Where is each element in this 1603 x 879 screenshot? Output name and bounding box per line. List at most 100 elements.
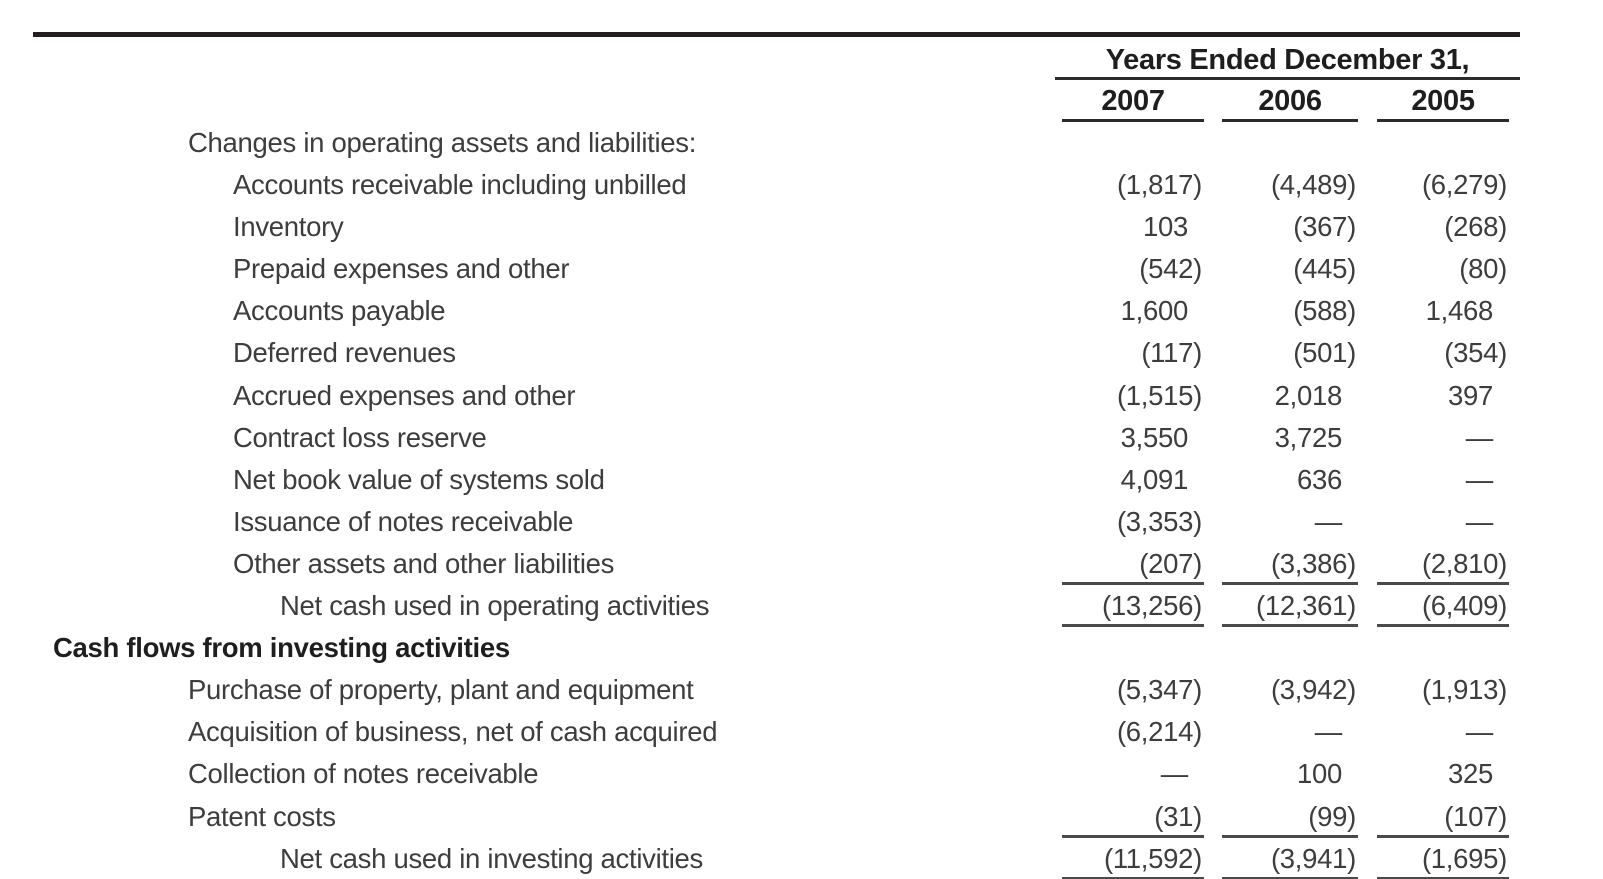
value-cell: 103: [1143, 211, 1188, 243]
value-cell: [1062, 122, 1204, 164]
year-column-underline: [1377, 119, 1509, 122]
table-row: Net cash used in operating activities (13…: [0, 585, 1603, 628]
row-label: Issuance of notes receivable: [233, 505, 574, 537]
row-label: Purchase of property, plant and equipmen…: [188, 674, 694, 706]
table-row: Net cash used in investing activities (11…: [0, 838, 1603, 879]
row-label: Acquisition of business, net of cash acq…: [188, 716, 718, 748]
table-row: Patent costs (31) (99) (107): [0, 796, 1603, 838]
value-cell: (80): [1459, 253, 1507, 285]
table-row: Collection of notes receivable — 100 325: [0, 753, 1603, 795]
period-header-underline: [1055, 77, 1520, 80]
table-row: Accrued expenses and other (1,515) 2,018 39…: [0, 375, 1603, 417]
value-cell: 636: [1297, 463, 1342, 495]
value-cell: (11,592): [1062, 838, 1204, 879]
row-label: Contract loss reserve: [233, 421, 487, 453]
row-label: Prepaid expenses and other: [233, 253, 570, 285]
table-row: Contract loss reserve 3,550 3,725 —: [0, 417, 1603, 459]
table-period-header: Years Ended December 31,: [1105, 44, 1470, 76]
row-label: Accrued expenses and other: [233, 379, 576, 411]
year-column-underline: [1222, 119, 1358, 122]
row-label: Deferred revenues: [233, 337, 456, 369]
row-label: Accounts receivable including unbilled: [233, 169, 687, 201]
value-cell: [1222, 627, 1358, 669]
value-cell: 397: [1448, 379, 1493, 411]
value-cell: (3,386): [1222, 543, 1358, 586]
row-label: Changes in operating assets and liabilit…: [188, 127, 697, 158]
year-column-label: 2007: [1101, 85, 1165, 117]
value-cell: —: [1314, 505, 1343, 537]
value-cell: —: [1465, 463, 1494, 495]
value-cell: (99): [1222, 796, 1358, 838]
value-cell: (354): [1444, 337, 1507, 369]
value-cell: (1,695): [1377, 838, 1509, 879]
value-cell: (268): [1444, 211, 1507, 243]
value-cell: [1377, 122, 1509, 164]
value-cell: (107): [1377, 796, 1509, 838]
value-cell: (5,347): [1116, 674, 1202, 706]
value-cell: 100: [1297, 758, 1342, 790]
value-cell: —: [1314, 716, 1343, 748]
value-cell: (1,913): [1421, 674, 1507, 706]
value-cell: (6,214): [1116, 716, 1202, 748]
row-label: Accounts payable: [233, 295, 446, 327]
row-label: Collection of notes receivable: [188, 758, 539, 790]
value-cell: —: [1465, 505, 1494, 537]
year-column-label: 2005: [1411, 85, 1475, 117]
table-row: Issuance of notes receivable (3,353) — —: [0, 501, 1603, 543]
year-column-underline: [1062, 119, 1204, 122]
row-label: Net cash used in operating activities: [280, 590, 710, 622]
row-label: Patent costs: [188, 800, 336, 832]
row-label: Net book value of systems sold: [233, 463, 605, 495]
table-body: Changes in operating assets and liabilit…: [0, 122, 1603, 879]
value-cell: 3,550: [1120, 421, 1189, 453]
value-cell: [1062, 627, 1204, 669]
table-top-rule: [33, 32, 1520, 37]
value-cell: (3,353): [1116, 505, 1202, 537]
table-row: Accounts payable 1,600 (588) 1,468: [0, 290, 1603, 332]
value-cell: —: [1465, 421, 1494, 453]
value-cell: —: [1160, 758, 1189, 790]
row-label: Inventory: [233, 211, 344, 243]
table-row: Net book value of systems sold 4,091 636 —: [0, 459, 1603, 501]
value-cell: 1,468: [1425, 295, 1494, 327]
table-row: Acquisition of business, net of cash acq…: [0, 711, 1603, 753]
row-label: Other assets and other liabilities: [233, 547, 615, 579]
value-cell: (3,942): [1270, 674, 1356, 706]
year-column-label: 2006: [1258, 85, 1322, 117]
table-row: Accounts receivable including unbilled (1…: [0, 164, 1603, 206]
value-cell: [1222, 122, 1358, 164]
value-cell: (542): [1139, 253, 1202, 285]
value-cell: (2,810): [1377, 543, 1509, 586]
value-cell: 4,091: [1120, 463, 1189, 495]
value-cell: [1377, 627, 1509, 669]
table-row: Inventory 103 (367) (268): [0, 206, 1603, 248]
value-cell: (13,256): [1062, 585, 1204, 628]
table-row: Prepaid expenses and other (542) (445) (80): [0, 248, 1603, 290]
value-cell: (4,489): [1270, 169, 1356, 201]
table-row: Changes in operating assets and liabilit…: [0, 122, 1603, 164]
value-cell: (588): [1293, 295, 1356, 327]
value-cell: (3,941): [1222, 838, 1358, 879]
section-header: Cash flows from investing activities: [53, 632, 510, 664]
value-cell: (367): [1293, 211, 1356, 243]
table-row: Deferred revenues (117) (501) (354): [0, 332, 1603, 374]
value-cell: (6,409): [1377, 585, 1509, 628]
value-cell: 3,725: [1274, 421, 1343, 453]
value-cell: (31): [1062, 796, 1204, 838]
row-label: Net cash used in investing activities: [280, 842, 704, 874]
value-cell: (445): [1293, 253, 1356, 285]
value-cell: 325: [1448, 758, 1493, 790]
value-cell: 2,018: [1274, 379, 1343, 411]
value-cell: (6,279): [1421, 169, 1507, 201]
table-row: Purchase of property, plant and equipmen…: [0, 669, 1603, 711]
value-cell: 1,600: [1120, 295, 1189, 327]
value-cell: (1,515): [1116, 379, 1202, 411]
value-cell: (207): [1062, 543, 1204, 586]
table-row: Cash flows from investing activities: [0, 627, 1603, 669]
value-cell: —: [1465, 716, 1494, 748]
table-row: Other assets and other liabilities (207) (…: [0, 543, 1603, 586]
value-cell: (1,817): [1116, 169, 1202, 201]
value-cell: (501): [1293, 337, 1356, 369]
value-cell: (117): [1141, 337, 1202, 369]
